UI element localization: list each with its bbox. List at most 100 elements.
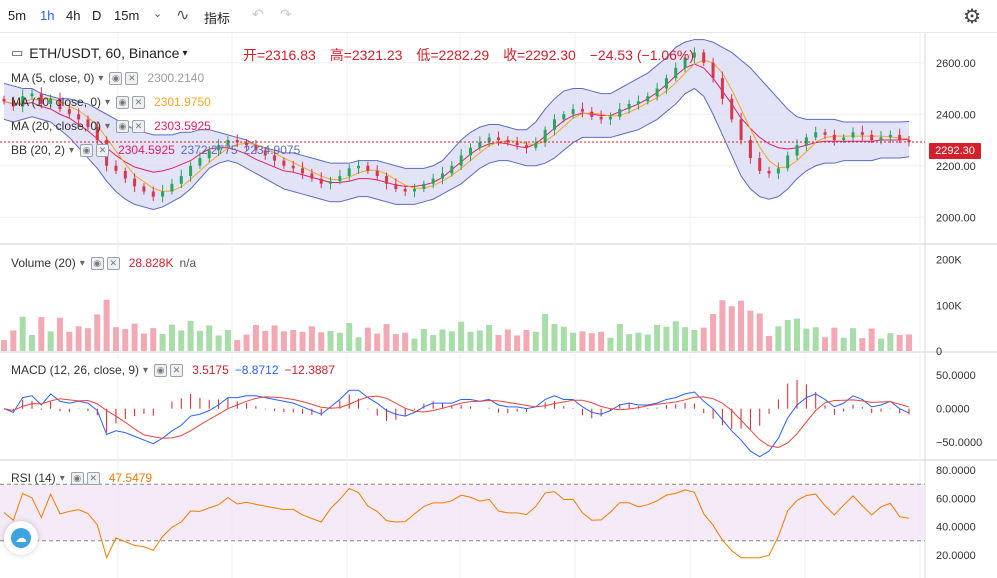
legend-ma10[interactable]: MA (10, close, 0) ▾ ◉ ✕ 2301.9750	[11, 95, 211, 109]
candle-body	[776, 168, 780, 174]
volume-bar	[747, 310, 754, 351]
indicators-button[interactable]: 指标	[204, 11, 231, 26]
undo-icon[interactable]: ↶	[252, 6, 264, 22]
legend-bb[interactable]: BB (20, 2) ▾ ◉ ✕ 2304.5925 2372.2775 223…	[11, 143, 300, 157]
legend-volume-name: Volume (20)	[11, 256, 76, 270]
legend-bb-name: BB (20, 2)	[11, 143, 66, 157]
legend-volume[interactable]: Volume (20) ▾ ◉ ✕ 28.828K n/a	[11, 256, 196, 270]
timeframe-15m[interactable]: 15m	[114, 8, 140, 23]
volume-bar	[822, 337, 829, 351]
ma20-line	[3, 63, 910, 187]
candle-body	[627, 103, 631, 110]
eye-icon[interactable]: ◉	[70, 471, 84, 485]
volume-bar	[803, 328, 810, 351]
collapse-icon[interactable]: ▭	[11, 45, 24, 60]
volume-bar	[336, 332, 343, 351]
macd-tick-label: 0.0000	[936, 404, 970, 416]
chevron-down-icon[interactable]: ▾	[182, 47, 188, 59]
timeframe-d[interactable]: D	[92, 8, 102, 23]
indicator-icon[interactable]: ∿	[176, 7, 190, 24]
candle-body	[39, 93, 43, 104]
rsi-tick-label: 60.0000	[936, 493, 976, 505]
close-icon[interactable]: ✕	[170, 363, 184, 377]
chevron-down-icon[interactable]: ▾	[98, 72, 104, 84]
price-tick-label: 2600.00	[936, 58, 976, 70]
volume-bar	[504, 329, 511, 351]
candle-body	[562, 114, 566, 120]
candle-body	[674, 67, 678, 79]
candle-body	[170, 183, 174, 192]
candle-body	[879, 137, 883, 140]
gear-icon[interactable]: ⚙	[963, 6, 981, 28]
legend-macd[interactable]: MACD (12, 26, close, 9) ▾ ◉ ✕ 3.5175 −8.…	[11, 363, 335, 377]
candle-body	[357, 165, 361, 169]
candle-body	[133, 178, 137, 187]
chevron-down-icon[interactable]: ▾	[105, 96, 111, 108]
volume-bar	[159, 334, 166, 351]
close-icon[interactable]: ✕	[132, 119, 146, 133]
volume-bar	[532, 331, 539, 351]
candle-body	[646, 96, 650, 102]
chart-canvas[interactable]: 2600.00 2400.00 2200.00 2000.00 200K 100K 0 50.…	[0, 33, 997, 578]
eye-icon[interactable]: ◉	[90, 256, 104, 270]
volume-bar	[663, 326, 670, 351]
volume-bar	[672, 321, 679, 351]
chevron-down-icon[interactable]: ▾	[79, 257, 85, 269]
eye-icon[interactable]: ◉	[116, 95, 130, 109]
candle-body	[319, 178, 323, 184]
candle-body	[720, 78, 724, 99]
close-icon[interactable]: ✕	[106, 256, 120, 270]
volume-bar	[243, 334, 250, 351]
legend-rsi[interactable]: RSI (14) ▾ ◉ ✕ 47.5479	[11, 471, 152, 485]
timeframe-5m[interactable]: 5m	[8, 8, 27, 23]
app-logo[interactable]: ☁	[4, 521, 38, 555]
rsi-tick-label: 20.0000	[936, 550, 976, 562]
symbol-title[interactable]: ▭ ETH/USDT, 60, Binance ▾	[11, 45, 188, 61]
candle-body	[11, 101, 15, 107]
close-icon[interactable]: ✕	[86, 471, 100, 485]
timeframe-1h[interactable]: 1h	[40, 8, 55, 23]
volume-bar	[458, 321, 465, 351]
candle-body	[814, 132, 818, 138]
eye-icon[interactable]: ◉	[80, 143, 94, 157]
candle-body	[655, 88, 659, 97]
legend-bb-basis: 2304.5925	[118, 143, 175, 157]
chevron-down-icon[interactable]: ▾	[69, 144, 75, 156]
chevron-down-icon[interactable]: ⌄	[153, 8, 163, 20]
volume-tick-label: 200K	[936, 255, 962, 267]
chevron-down-icon[interactable]: ▾	[105, 120, 111, 132]
timeframe-4h[interactable]: 4h	[66, 8, 81, 23]
candle-body	[478, 142, 482, 148]
ohlc-readout: 开=2316.83 高=2321.23 低=2282.29 收=2292.30 …	[243, 45, 704, 65]
macd-signal-line	[3, 395, 910, 448]
volume-bar	[318, 332, 325, 351]
eye-icon[interactable]: ◉	[154, 363, 168, 377]
legend-ma5[interactable]: MA (5, close, 0) ▾ ◉ ✕ 2300.2140	[11, 71, 204, 85]
candle-body	[375, 170, 379, 177]
eye-icon[interactable]: ◉	[109, 71, 123, 85]
candle-body	[748, 140, 752, 159]
volume-bar	[840, 337, 847, 351]
close-icon[interactable]: ✕	[132, 95, 146, 109]
volume-bar	[542, 313, 549, 351]
eye-icon[interactable]: ◉	[116, 119, 130, 133]
candle-body	[30, 93, 34, 97]
chevron-down-icon[interactable]: ▾	[143, 364, 149, 376]
volume-bar	[383, 324, 390, 351]
volume-bar	[66, 331, 73, 351]
volume-bar	[878, 338, 885, 351]
volume-bar	[756, 313, 763, 351]
volume-bar	[906, 334, 912, 351]
volume-bar	[308, 326, 315, 351]
chevron-down-icon[interactable]: ▾	[59, 472, 65, 484]
legend-ma20[interactable]: MA (20, close, 0) ▾ ◉ ✕ 2303.5925	[11, 119, 211, 133]
volume-bar	[654, 324, 661, 351]
redo-icon[interactable]: ↷	[280, 6, 292, 22]
close-icon[interactable]: ✕	[96, 143, 110, 157]
close-icon[interactable]: ✕	[125, 71, 139, 85]
candle-body	[161, 191, 165, 197]
volume-bar	[122, 329, 129, 351]
low-value: 低=2282.29	[416, 47, 490, 63]
legend-ma20-name: MA (20, close, 0)	[11, 119, 102, 133]
volume-bar	[738, 300, 745, 351]
